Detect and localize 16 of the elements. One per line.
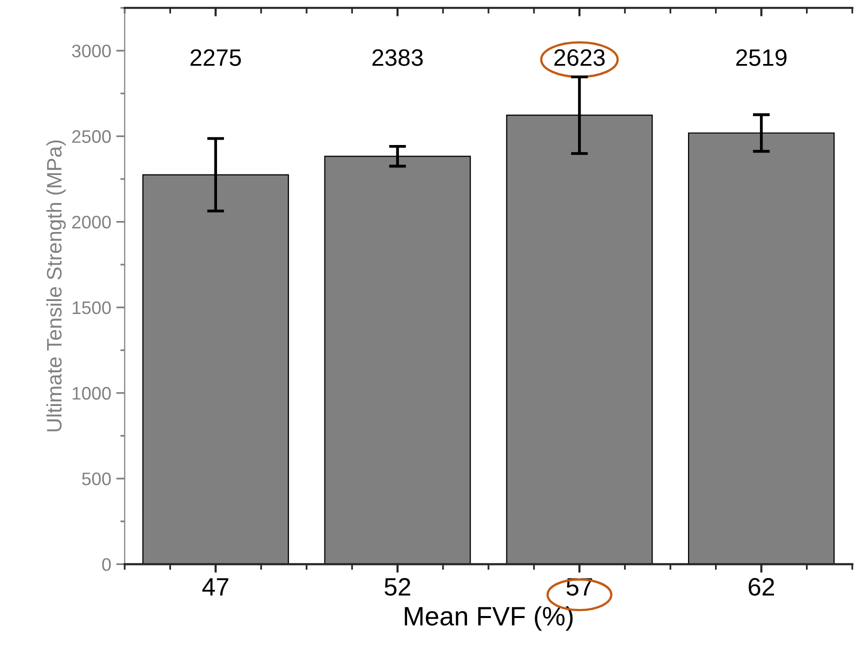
y-tick-label: 500 (82, 472, 111, 486)
x-axis-title: Mean FVF (%) (404, 606, 573, 631)
y-tick-label: 0 (102, 558, 111, 571)
annotation: 2383 (372, 49, 423, 66)
annotation: 2623 (554, 49, 605, 66)
annotation: 2519 (736, 49, 786, 66)
y-tick-label: 1000 (72, 386, 111, 400)
x-tick-label: 47 (202, 578, 228, 596)
y-tick-label: 3000 (72, 44, 111, 58)
x-tick-label: 52 (384, 578, 410, 596)
annotation: 2275 (190, 49, 241, 66)
y-tick-label: 2500 (72, 130, 111, 143)
x-tick-label: 62 (748, 578, 774, 596)
y-axis-title: Ultimate Tensile Strength (MPa) (46, 140, 66, 432)
y-tick-label: 2000 (72, 216, 111, 229)
y-tick-label: 1500 (72, 301, 111, 314)
